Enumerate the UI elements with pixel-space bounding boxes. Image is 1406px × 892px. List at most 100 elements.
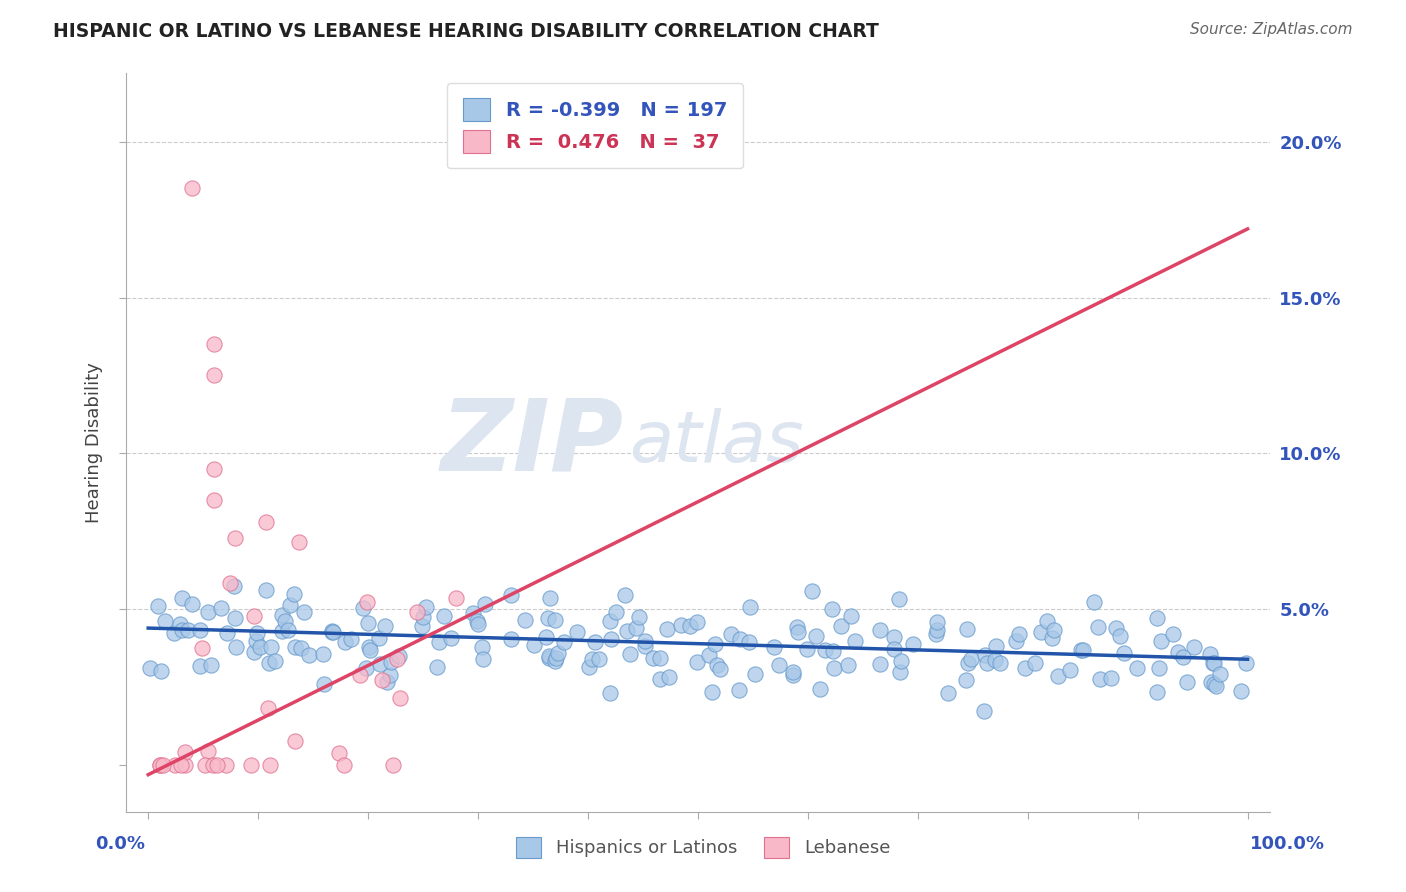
- Point: [581, 652, 603, 666]
- Point: [467, 617, 489, 632]
- Point: [837, 658, 859, 673]
- Point: [1070, 642, 1092, 657]
- Point: [321, 624, 343, 638]
- Point: [686, 615, 709, 629]
- Point: [170, 623, 193, 637]
- Point: [224, 579, 246, 593]
- Point: [643, 651, 665, 665]
- Point: [782, 665, 804, 679]
- Point: [616, 624, 638, 638]
- Point: [1108, 629, 1130, 643]
- Point: [925, 624, 948, 638]
- Point: [243, 645, 266, 659]
- Point: [374, 618, 396, 632]
- Point: [624, 621, 647, 635]
- Point: [883, 630, 905, 644]
- Point: [1171, 649, 1194, 664]
- Point: [806, 629, 828, 643]
- Point: [328, 746, 350, 760]
- Point: [471, 640, 494, 655]
- Point: [762, 640, 785, 655]
- Point: [149, 758, 172, 772]
- Point: [149, 758, 172, 772]
- Point: [830, 619, 852, 633]
- Point: [146, 599, 169, 614]
- Point: [1202, 656, 1225, 670]
- Point: [474, 597, 496, 611]
- Point: [1175, 674, 1198, 689]
- Point: [1088, 672, 1111, 686]
- Point: [385, 651, 408, 665]
- Point: [200, 657, 222, 672]
- Point: [270, 624, 292, 639]
- Point: [375, 674, 398, 689]
- Point: [814, 642, 837, 657]
- Point: [650, 673, 672, 687]
- Point: [357, 615, 380, 630]
- Point: [697, 648, 720, 662]
- Point: [786, 625, 808, 640]
- Point: [869, 624, 891, 638]
- Point: [728, 682, 751, 697]
- Point: [333, 635, 356, 649]
- Point: [1149, 633, 1171, 648]
- Point: [1040, 631, 1063, 645]
- Point: [619, 647, 641, 661]
- Text: atlas: atlas: [630, 408, 804, 477]
- Point: [720, 626, 742, 640]
- Point: [257, 701, 280, 715]
- Point: [740, 600, 762, 615]
- Point: [173, 758, 195, 772]
- Point: [823, 644, 845, 658]
- Point: [1161, 627, 1184, 641]
- Point: [1071, 642, 1094, 657]
- Point: [534, 630, 557, 644]
- Point: [239, 758, 262, 772]
- Point: [284, 640, 307, 654]
- Point: [984, 640, 1007, 654]
- Point: [225, 640, 247, 654]
- Point: [627, 610, 650, 624]
- Point: [349, 667, 371, 681]
- Point: [704, 636, 727, 650]
- Point: [153, 614, 176, 628]
- Point: [1234, 656, 1257, 670]
- Point: [820, 602, 842, 616]
- Point: [371, 673, 394, 688]
- Point: [810, 682, 832, 697]
- Point: [284, 734, 307, 748]
- Point: [499, 588, 522, 602]
- Point: [890, 654, 912, 668]
- Point: [352, 600, 374, 615]
- Point: [1005, 634, 1028, 648]
- Point: [1024, 656, 1046, 670]
- Point: [277, 623, 299, 637]
- Point: [461, 606, 484, 620]
- Point: [287, 535, 309, 549]
- Point: [1014, 660, 1036, 674]
- Point: [190, 624, 212, 638]
- Point: [1149, 661, 1171, 675]
- Point: [657, 622, 679, 636]
- Point: [278, 599, 301, 613]
- Point: [292, 605, 315, 619]
- Text: Source: ZipAtlas.com: Source: ZipAtlas.com: [1189, 22, 1353, 37]
- Point: [273, 614, 295, 628]
- Point: [537, 651, 560, 665]
- Point: [165, 758, 187, 772]
- Point: [1202, 657, 1225, 671]
- Point: [544, 655, 567, 669]
- Legend: Hispanics or Latinos, Lebanese: Hispanics or Latinos, Lebanese: [506, 828, 900, 867]
- Point: [340, 632, 363, 646]
- Point: [202, 758, 225, 772]
- Point: [188, 659, 211, 673]
- Point: [191, 641, 214, 656]
- Point: [523, 638, 546, 652]
- Point: [388, 648, 411, 663]
- Text: ZIP: ZIP: [440, 394, 624, 491]
- Point: [588, 651, 610, 665]
- Point: [744, 666, 766, 681]
- Point: [936, 685, 959, 699]
- Point: [599, 686, 621, 700]
- Point: [1059, 663, 1081, 677]
